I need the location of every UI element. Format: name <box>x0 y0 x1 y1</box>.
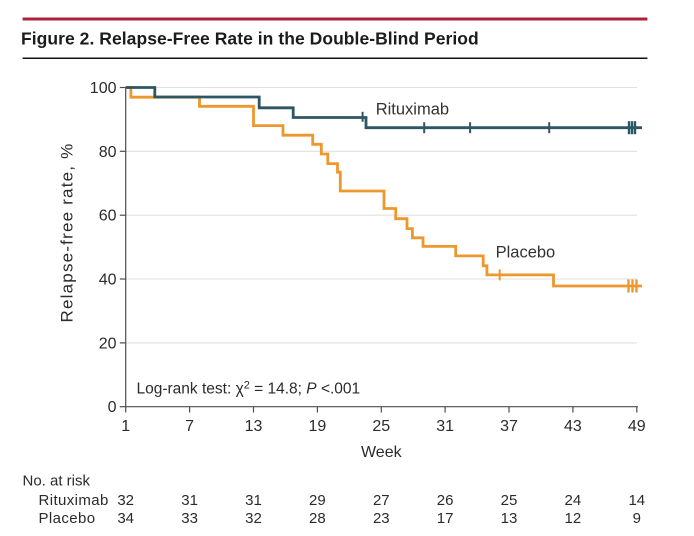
svg-text:49: 49 <box>628 418 646 435</box>
svg-text:7: 7 <box>185 418 194 435</box>
svg-text:Placebo: Placebo <box>39 510 96 527</box>
svg-text:26: 26 <box>437 492 454 509</box>
svg-text:60: 60 <box>99 208 117 225</box>
svg-text:Log-rank test: χ2 = 14.8; P <.: Log-rank test: χ2 = 14.8; P <.001 <box>137 380 361 398</box>
svg-text:32: 32 <box>245 510 262 527</box>
svg-text:33: 33 <box>181 510 198 527</box>
svg-text:100: 100 <box>90 80 117 97</box>
svg-text:37: 37 <box>500 418 518 435</box>
svg-text:25: 25 <box>372 418 390 435</box>
svg-text:34: 34 <box>117 510 134 527</box>
svg-text:43: 43 <box>564 418 582 435</box>
svg-text:Relapse-free rate, %: Relapse-free rate, % <box>58 143 77 323</box>
svg-text:0: 0 <box>108 399 117 416</box>
svg-text:Rituximab: Rituximab <box>376 100 449 118</box>
svg-text:9: 9 <box>633 510 641 527</box>
svg-text:40: 40 <box>99 272 117 289</box>
svg-text:27: 27 <box>373 492 390 509</box>
svg-text:19: 19 <box>309 418 327 435</box>
svg-text:Figure 2. Relapse-Free Rate in: Figure 2. Relapse-Free Rate in the Doubl… <box>21 28 479 48</box>
svg-text:13: 13 <box>501 510 518 527</box>
svg-text:31: 31 <box>436 418 454 435</box>
svg-text:23: 23 <box>373 510 390 527</box>
svg-text:No. at risk: No. at risk <box>23 473 91 490</box>
svg-text:12: 12 <box>565 510 582 527</box>
svg-text:Rituximab: Rituximab <box>39 492 109 509</box>
svg-text:29: 29 <box>309 492 326 509</box>
svg-text:31: 31 <box>181 492 198 509</box>
svg-text:Week: Week <box>361 444 403 461</box>
svg-text:17: 17 <box>437 510 454 527</box>
svg-text:28: 28 <box>309 510 326 527</box>
svg-text:Placebo: Placebo <box>496 244 556 262</box>
svg-text:24: 24 <box>565 492 582 509</box>
svg-text:31: 31 <box>245 492 262 509</box>
svg-text:80: 80 <box>99 144 117 161</box>
svg-text:1: 1 <box>121 418 130 435</box>
svg-text:13: 13 <box>245 418 263 435</box>
svg-text:25: 25 <box>501 492 518 509</box>
svg-text:32: 32 <box>117 492 134 509</box>
svg-text:14: 14 <box>628 492 645 509</box>
svg-text:20: 20 <box>99 335 117 352</box>
